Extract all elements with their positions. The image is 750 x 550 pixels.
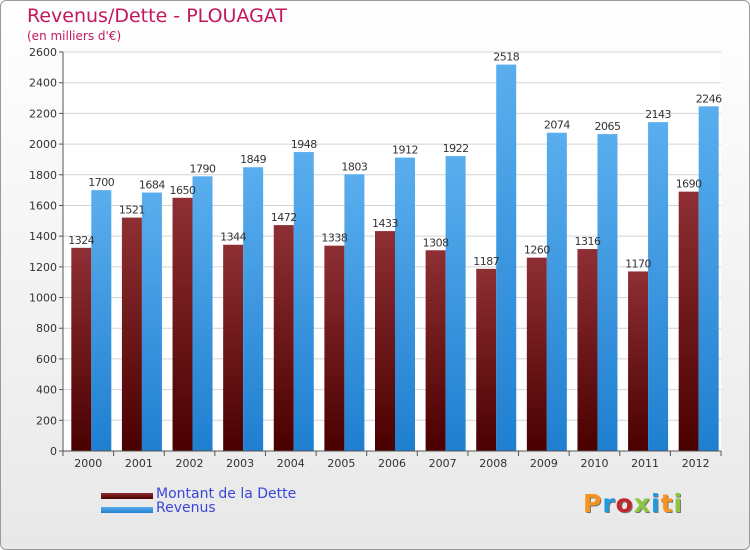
y-tick-label: 800 xyxy=(36,322,57,335)
x-tick-label: 2000 xyxy=(74,457,102,470)
value-label-revenus: 1912 xyxy=(392,144,418,157)
bar-dette xyxy=(577,249,598,451)
value-label-dette: 1308 xyxy=(423,236,449,249)
value-label-revenus: 1849 xyxy=(240,153,266,166)
bar-dette xyxy=(375,231,395,451)
y-tick-label: 600 xyxy=(36,353,57,366)
bar-dette xyxy=(71,247,92,451)
bars-layer xyxy=(71,64,719,452)
bar-dette xyxy=(273,225,294,451)
bar-dette xyxy=(324,245,345,451)
value-label-dette: 1324 xyxy=(68,234,94,247)
bar-revenus xyxy=(496,64,517,451)
legend-label-revenus: Revenus xyxy=(156,500,216,516)
value-label-dette: 1690 xyxy=(676,178,702,191)
bar-revenus xyxy=(597,134,618,451)
y-tick-label: 0 xyxy=(50,445,57,458)
value-label-revenus: 1700 xyxy=(88,176,114,189)
chart-subtitle: (en milliers d'€) xyxy=(27,29,122,43)
bar-revenus xyxy=(395,157,415,451)
y-tick-label: 2200 xyxy=(29,107,57,120)
bar-dette xyxy=(223,244,244,451)
value-label-revenus: 2065 xyxy=(594,120,620,133)
bar-revenus xyxy=(293,152,314,451)
y-tick-label: 1200 xyxy=(29,261,57,274)
y-tick-label: 1000 xyxy=(29,292,57,305)
y-tick-label: 200 xyxy=(36,414,57,427)
value-label-revenus: 1948 xyxy=(291,138,317,151)
labels-layer: 1324 1700 1521 1684 1650 1790 1344 1849 1472 1948… xyxy=(68,51,722,271)
value-label-revenus: 2074 xyxy=(544,119,570,132)
proxiti-logo: Proxiti xyxy=(583,489,684,518)
value-label-dette: 1170 xyxy=(625,257,651,270)
x-tick-label: 2003 xyxy=(226,457,254,470)
bar-revenus xyxy=(546,132,567,451)
value-label-dette: 1650 xyxy=(170,184,196,197)
value-label-dette: 1521 xyxy=(119,204,145,217)
value-label-revenus: 2518 xyxy=(493,51,519,64)
value-label-revenus: 1922 xyxy=(443,142,469,155)
y-tick-label: 2000 xyxy=(29,138,57,151)
value-label-dette: 1433 xyxy=(372,217,398,230)
x-tick-label: 2011 xyxy=(631,457,659,470)
x-tick-label: 2005 xyxy=(327,457,355,470)
value-label-revenus: 1803 xyxy=(341,160,367,173)
bar-dette xyxy=(425,250,446,451)
value-label-dette: 1472 xyxy=(271,211,297,224)
bar-revenus xyxy=(445,156,466,451)
y-tick-label: 1600 xyxy=(29,199,57,212)
bar-revenus xyxy=(648,122,669,451)
y-tick-label: 2400 xyxy=(29,77,57,90)
value-label-dette: 1316 xyxy=(574,235,600,248)
x-tick-label: 2007 xyxy=(429,457,457,470)
bar-dette xyxy=(476,268,497,451)
y-tick-label: 1400 xyxy=(29,230,57,243)
x-tick-label: 2012 xyxy=(682,457,710,470)
bar-revenus xyxy=(91,190,112,451)
y-tick-label: 1800 xyxy=(29,169,57,182)
legend-swatch-revenus xyxy=(101,507,153,513)
x-tick-label: 2008 xyxy=(479,457,507,470)
bar-revenus xyxy=(192,176,213,452)
x-tick-label: 2002 xyxy=(176,457,204,470)
value-label-dette: 1344 xyxy=(220,231,246,244)
x-tick-label: 2009 xyxy=(530,457,558,470)
x-tick-label: 2006 xyxy=(378,457,406,470)
bar-dette xyxy=(628,271,649,451)
value-label-dette: 1187 xyxy=(473,255,499,268)
bar-dette xyxy=(121,217,142,451)
y-tick-label: 2600 xyxy=(29,46,57,59)
legend-swatch-dette xyxy=(101,493,153,499)
y-tick-label: 400 xyxy=(36,384,57,397)
value-label-revenus: 2143 xyxy=(645,108,671,121)
value-label-dette: 1338 xyxy=(321,232,347,245)
x-tick-label: 2004 xyxy=(277,457,305,470)
bar-revenus xyxy=(243,167,264,451)
value-label-revenus: 1684 xyxy=(139,179,165,192)
axis-layer: 0 200 400 600 800 1000 1200 1400 1600 1800 2000 220… xyxy=(29,46,722,470)
bar-revenus xyxy=(698,106,719,452)
x-tick-label: 2010 xyxy=(580,457,608,470)
value-label-dette: 1260 xyxy=(524,244,550,257)
bar-dette xyxy=(678,191,699,451)
value-label-revenus: 2246 xyxy=(696,92,722,105)
bar-dette xyxy=(172,197,193,451)
chart-title: Revenus/Dette - PLOUAGAT xyxy=(27,5,287,27)
bar-dette xyxy=(526,257,547,451)
bar-revenus xyxy=(141,192,162,451)
legend-label-dette: Montant de la Dette xyxy=(156,486,297,502)
value-label-revenus: 1790 xyxy=(190,162,216,175)
x-tick-label: 2001 xyxy=(125,457,153,470)
bar-revenus xyxy=(344,174,365,452)
